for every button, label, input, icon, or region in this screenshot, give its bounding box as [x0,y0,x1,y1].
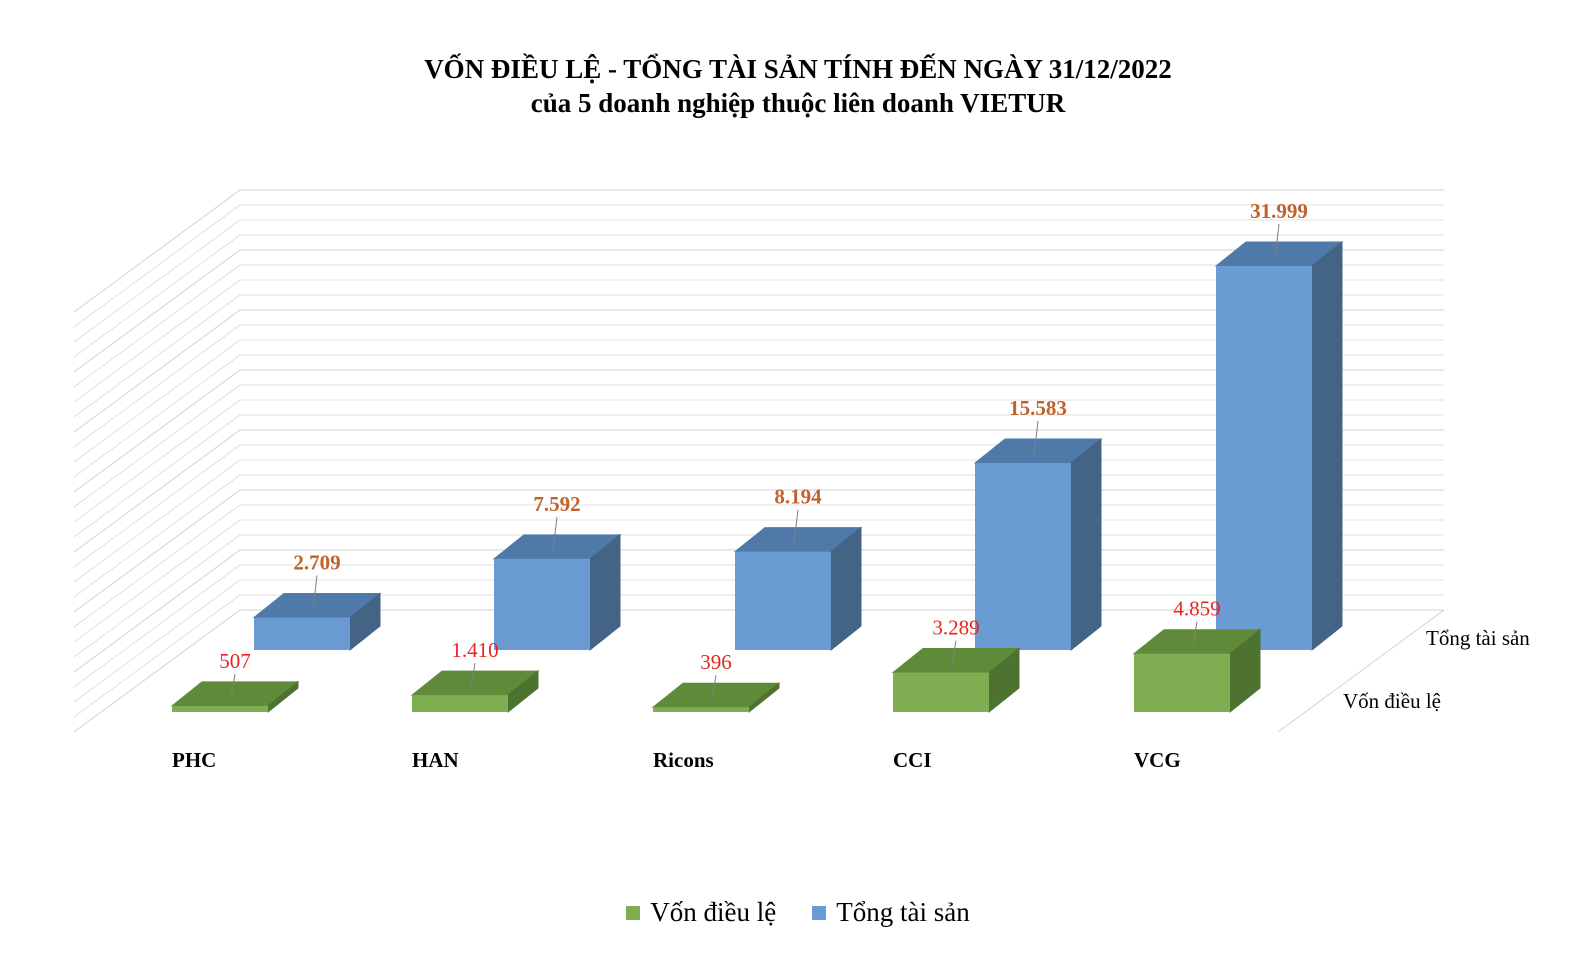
bar-front-face [172,705,268,712]
category-label-ricons: Ricons [653,748,714,772]
bar-von-dieu-le-cci [891,647,1021,714]
side-wall-gridline [73,399,241,523]
data-label-leader [793,509,799,544]
bar-front-face [1216,266,1312,650]
bar-side-face [1311,240,1343,652]
side-wall-gridline [73,504,241,628]
side-wall-gridline [73,534,241,658]
data-label-tong-tai-san-vcg: 31.999 [1250,199,1308,223]
data-label-tong-tai-san-cci: 15.583 [1009,396,1067,420]
side-wall-gridline [73,219,241,343]
data-label-leader [951,640,957,665]
side-wall-gridline [73,264,241,388]
legend-swatch-tong-tai-san [812,905,827,920]
legend-label-tong-tai-san: Tổng tài sản [836,897,970,927]
category-label-cci: CCI [893,748,932,772]
data-label-von-dieu-le-vcg: 4.859 [1173,597,1220,621]
data-label-leader [552,516,558,551]
data-label-tong-tai-san-han: 7.592 [533,492,580,516]
bar-front-face [735,551,831,650]
legend-label-von-dieu-le: Vốn điều lệ [650,897,777,927]
bar-front-face [254,617,350,650]
legend-item-von-dieu-le: Vốn điều lệ [626,897,776,928]
bar-front-face [1134,653,1230,712]
side-wall-gridline [73,279,241,403]
bar-von-dieu-le-vcg [1132,628,1262,714]
data-label-von-dieu-le-cci: 3.289 [932,616,979,640]
side-wall-gridline [73,474,241,598]
side-wall-gridline [73,309,241,433]
bar-tong-tai-san-vcg [1214,240,1344,652]
legend-swatch-von-dieu-le [626,905,641,920]
bar-von-dieu-le-han [410,670,540,714]
data-label-tong-tai-san-phc: 2.709 [293,550,340,574]
depth-label-von-dieu-le: Vốn điều lệ [1343,689,1441,713]
bar-front-face [412,695,508,712]
category-label-han: HAN [412,748,459,772]
side-wall-gridline [73,234,241,358]
depth-label-tong-tai-san: Tổng tài sản [1426,626,1530,650]
bar-von-dieu-le-ricons [651,682,781,714]
side-wall-gridline [73,369,241,493]
bar-von-dieu-le-phc [170,680,300,714]
data-label-von-dieu-le-phc: 507 [219,649,251,673]
data-label-leader [312,575,318,610]
side-wall-gridline [73,489,241,613]
side-wall-gridline [73,384,241,508]
chart-title-line-1: VỐN ĐIỀU LỆ - TỔNG TÀI SẢN TÍNH ĐẾN NGÀY… [424,54,1172,84]
side-wall-gridline [73,459,241,583]
data-label-leader [1192,621,1198,646]
side-wall-gridline [73,204,241,328]
data-label-leader [1033,420,1039,456]
side-wall-gridline [73,609,241,733]
data-label-leader [230,673,236,698]
chart-title-line-2: của 5 doanh nghiệp thuộc liên doanh VIET… [530,88,1066,118]
bar-front-face [893,672,989,712]
legend-item-tong-tai-san: Tổng tài sản [812,897,970,928]
bar-front-face [494,558,590,650]
bar-side-face [1070,437,1102,652]
bar-tong-tai-san-han [492,533,622,652]
side-wall-gridline [73,444,241,568]
side-wall-gridline [73,594,241,718]
side-wall-gridline [73,564,241,688]
data-label-von-dieu-le-han: 1.410 [451,638,498,662]
data-label-tong-tai-san-ricons: 8.194 [774,485,822,509]
category-label-phc: PHC [172,748,216,772]
side-wall-gridline [73,324,241,448]
side-wall-gridline [73,339,241,463]
side-wall-gridline [73,249,241,373]
side-wall-gridline [73,294,241,418]
floor-right-edge [1277,609,1445,733]
side-wall-gridline [73,429,241,553]
data-label-leader [1274,223,1280,259]
category-label-vcg: VCG [1134,748,1181,772]
data-label-leader [711,675,717,700]
bar-tong-tai-san-ricons [733,526,863,652]
side-wall-gridline [73,579,241,703]
side-wall-gridline [73,414,241,538]
data-label-von-dieu-le-ricons: 396 [700,650,732,674]
side-wall-gridline [73,189,241,313]
bar-front-face [975,462,1071,650]
bar-front-face [653,707,749,712]
side-wall-gridline [73,549,241,673]
data-label-leader [470,662,476,688]
bar-tong-tai-san-phc [252,592,382,652]
bar-tong-tai-san-cci [973,437,1103,652]
side-wall-gridline [73,519,241,643]
chart-legend: Vốn điều lệ Tổng tài sản [0,897,1596,928]
side-wall-gridline [73,354,241,478]
